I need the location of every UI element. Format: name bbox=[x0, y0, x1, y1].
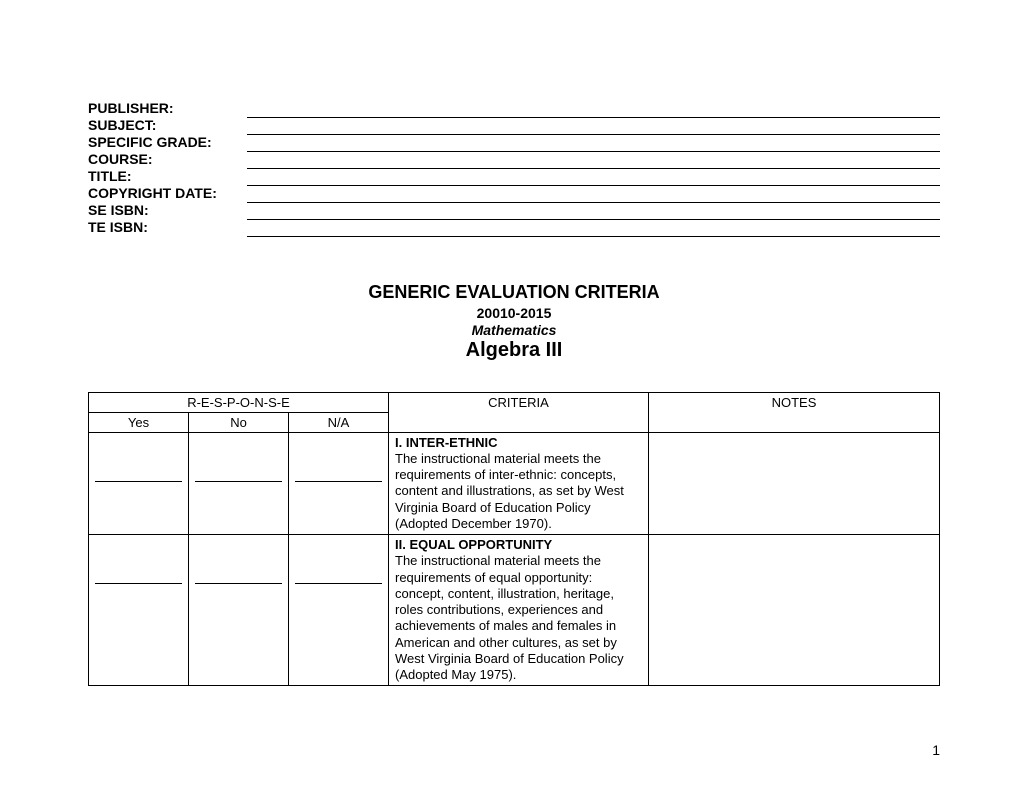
header-underline bbox=[247, 185, 940, 202]
header-field-row: TITLE: bbox=[88, 168, 940, 185]
document-title: GENERIC EVALUATION CRITERIA bbox=[88, 282, 940, 303]
evaluation-table: R-E-S-P-O-N-S-E CRITERIA NOTES Yes No N/… bbox=[88, 392, 940, 687]
criteria-body: The instructional material meets the req… bbox=[395, 553, 624, 682]
title-block: GENERIC EVALUATION CRITERIA 20010-2015 M… bbox=[88, 282, 940, 362]
criteria-header: CRITERIA bbox=[389, 392, 649, 432]
no-cell bbox=[189, 535, 289, 686]
header-field-row: SPECIFIC GRADE: bbox=[88, 134, 940, 151]
table-row: II. EQUAL OPPORTUNITY The instructional … bbox=[89, 535, 940, 686]
page-number: 1 bbox=[932, 742, 940, 758]
document-page: PUBLISHER: SUBJECT: SPECIFIC GRADE: COUR… bbox=[0, 0, 1020, 686]
document-course: Algebra III bbox=[88, 339, 940, 362]
header-field-row: PUBLISHER: bbox=[88, 100, 940, 117]
header-label: COPYRIGHT DATE: bbox=[88, 185, 247, 202]
header-fields-block: PUBLISHER: SUBJECT: SPECIFIC GRADE: COUR… bbox=[88, 100, 940, 237]
notes-cell bbox=[649, 535, 940, 686]
fill-line bbox=[95, 481, 182, 482]
yes-cell bbox=[89, 432, 189, 535]
header-field-row: COPYRIGHT DATE: bbox=[88, 185, 940, 202]
na-cell bbox=[289, 432, 389, 535]
criteria-body: The instructional material meets the req… bbox=[395, 451, 624, 531]
header-label: TE ISBN: bbox=[88, 219, 247, 236]
fill-line bbox=[195, 481, 282, 482]
header-underline bbox=[247, 151, 940, 168]
yes-cell bbox=[89, 535, 189, 686]
na-cell bbox=[289, 535, 389, 686]
header-label: SUBJECT: bbox=[88, 117, 247, 134]
fill-line bbox=[295, 481, 382, 482]
header-label: SE ISBN: bbox=[88, 202, 247, 219]
notes-header: NOTES bbox=[649, 392, 940, 432]
response-header: R-E-S-P-O-N-S-E bbox=[89, 392, 389, 412]
header-underline bbox=[247, 168, 940, 185]
header-label: TITLE: bbox=[88, 168, 247, 185]
fill-line bbox=[195, 583, 282, 584]
criteria-heading: II. EQUAL OPPORTUNITY bbox=[395, 537, 552, 552]
header-underline bbox=[247, 100, 940, 117]
no-cell bbox=[189, 432, 289, 535]
yes-header: Yes bbox=[89, 412, 189, 432]
header-underline bbox=[247, 202, 940, 219]
header-label: SPECIFIC GRADE: bbox=[88, 134, 247, 151]
header-label: PUBLISHER: bbox=[88, 100, 247, 117]
table-row: I. INTER-ETHNIC The instructional materi… bbox=[89, 432, 940, 535]
fill-line bbox=[295, 583, 382, 584]
document-subject: Mathematics bbox=[88, 322, 940, 338]
criteria-cell: I. INTER-ETHNIC The instructional materi… bbox=[389, 432, 649, 535]
header-field-row: TE ISBN: bbox=[88, 219, 940, 236]
table-header-row: R-E-S-P-O-N-S-E CRITERIA NOTES bbox=[89, 392, 940, 412]
document-years: 20010-2015 bbox=[88, 305, 940, 321]
header-underline bbox=[247, 117, 940, 134]
header-label: COURSE: bbox=[88, 151, 247, 168]
criteria-cell: II. EQUAL OPPORTUNITY The instructional … bbox=[389, 535, 649, 686]
header-underline bbox=[247, 134, 940, 151]
criteria-heading: I. INTER-ETHNIC bbox=[395, 435, 498, 450]
header-field-row: COURSE: bbox=[88, 151, 940, 168]
na-header: N/A bbox=[289, 412, 389, 432]
notes-cell bbox=[649, 432, 940, 535]
fill-line bbox=[95, 583, 182, 584]
header-field-row: SUBJECT: bbox=[88, 117, 940, 134]
header-field-row: SE ISBN: bbox=[88, 202, 940, 219]
no-header: No bbox=[189, 412, 289, 432]
header-underline bbox=[247, 219, 940, 236]
